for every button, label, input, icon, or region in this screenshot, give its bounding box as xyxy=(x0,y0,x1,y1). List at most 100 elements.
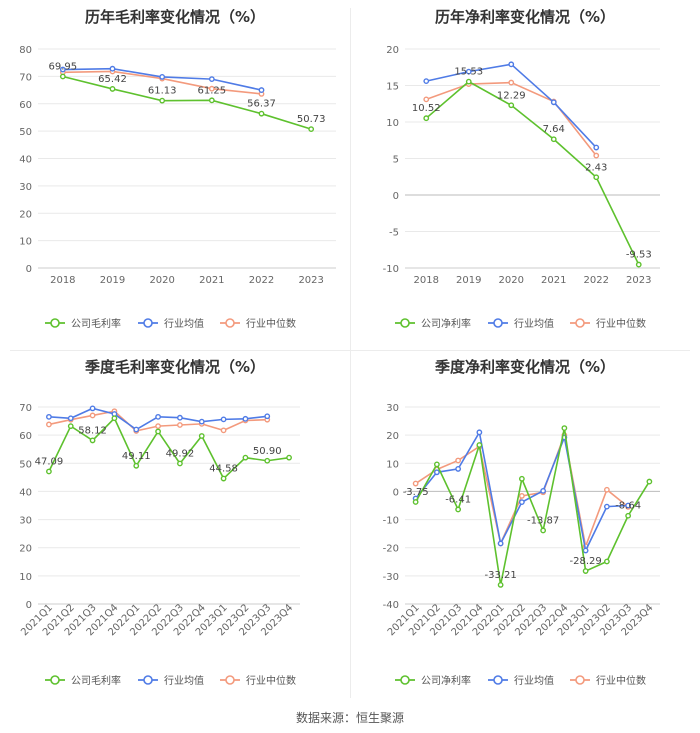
data-point-company xyxy=(109,86,116,92)
data-label: 58.12 xyxy=(78,425,107,436)
data-point-company xyxy=(198,433,205,439)
y-tick-label: 15 xyxy=(386,82,399,93)
data-label: -28.29 xyxy=(570,556,602,567)
data-label: 49.11 xyxy=(122,451,151,462)
legend-label: 行业均值 xyxy=(164,317,204,330)
data-point-company xyxy=(159,97,166,104)
data-point-avg xyxy=(89,405,96,412)
y-tick-label: 10 xyxy=(19,572,32,583)
data-label: 10.52 xyxy=(412,103,441,114)
y-tick-label: 50 xyxy=(19,459,32,470)
data-point-median xyxy=(508,79,515,86)
y-tick-label: 20 xyxy=(386,431,399,442)
y-tick-label: 70 xyxy=(19,72,32,83)
data-point-company xyxy=(208,97,215,104)
panel-divider-vertical xyxy=(350,8,351,698)
data-label: 50.90 xyxy=(253,446,282,457)
y-tick-label: 0 xyxy=(26,264,32,275)
legend-label: 公司毛利率 xyxy=(71,674,121,687)
data-label: -6.41 xyxy=(445,494,471,505)
data-point-avg xyxy=(208,76,215,83)
y-tick-label: 30 xyxy=(19,516,32,527)
legend-label: 行业中位数 xyxy=(596,317,646,330)
data-label: -3.75 xyxy=(403,487,429,498)
data-point-median xyxy=(46,421,52,428)
data-point-median xyxy=(89,412,96,419)
data-point-avg xyxy=(423,78,430,85)
legend-swatch-marker xyxy=(575,318,585,328)
data-label: 15.53 xyxy=(454,67,483,78)
data-point-avg xyxy=(258,87,265,93)
chart-title: 历年毛利率变化情况（%） xyxy=(85,8,265,26)
y-tick-label: 10 xyxy=(19,237,32,248)
data-point-median xyxy=(455,457,462,464)
chart-title: 历年净利率变化情况（%） xyxy=(435,8,615,26)
data-point-median xyxy=(603,486,610,493)
y-tick-label: 40 xyxy=(19,155,32,166)
legend-swatch-marker xyxy=(50,318,60,328)
chart-title: 季度毛利率变化情况（%） xyxy=(85,358,265,376)
data-point-avg xyxy=(198,418,205,425)
data-point-avg xyxy=(155,413,161,420)
data-label: 2.43 xyxy=(585,162,607,173)
data-point-company xyxy=(133,462,140,469)
x-tick-label: 2022 xyxy=(584,275,609,286)
x-tick-label: 2019 xyxy=(456,275,481,286)
data-point-company xyxy=(308,126,315,133)
data-point-avg xyxy=(476,429,483,436)
legend-label: 行业均值 xyxy=(514,674,554,687)
data-point-avg xyxy=(220,416,227,423)
data-point-avg xyxy=(242,415,249,422)
legend-label: 行业中位数 xyxy=(246,674,296,687)
data-point-avg xyxy=(518,499,525,506)
data-point-median xyxy=(177,422,183,428)
data-label: 56.37 xyxy=(247,99,276,110)
y-tick-label: 40 xyxy=(19,487,32,498)
data-point-avg xyxy=(46,413,52,420)
series-line-company xyxy=(62,75,312,130)
y-tick-label: 10 xyxy=(386,118,399,129)
data-point-avg xyxy=(455,466,462,472)
data-point-company xyxy=(423,115,430,122)
y-tick-label: 5 xyxy=(393,155,399,166)
y-tick-label: -20 xyxy=(383,544,399,555)
series-line-company xyxy=(425,80,640,265)
x-tick-label: 2021 xyxy=(541,275,566,286)
y-tick-label: 20 xyxy=(19,544,32,555)
data-point-company xyxy=(155,428,161,435)
data-source-note: 数据来源：恒生聚源 xyxy=(295,711,404,725)
data-label: -9.53 xyxy=(626,250,652,261)
data-point-company xyxy=(67,423,74,430)
y-tick-label: 20 xyxy=(386,45,399,56)
y-tick-label: 10 xyxy=(386,459,399,470)
y-tick-label: 60 xyxy=(19,431,32,442)
legend-swatch-marker xyxy=(225,318,235,328)
data-label: -13.87 xyxy=(527,515,559,526)
data-point-company xyxy=(550,136,557,143)
x-tick-label: 2020 xyxy=(499,275,524,286)
legend-swatch-marker xyxy=(493,318,503,328)
data-label: 61.13 xyxy=(148,86,177,97)
data-point-avg xyxy=(59,66,66,73)
data-point-company xyxy=(582,568,589,574)
data-point-company xyxy=(220,475,227,482)
data-point-company xyxy=(258,110,265,117)
data-label: 49.92 xyxy=(166,449,195,460)
data-point-avg xyxy=(540,487,547,494)
data-label: -8.64 xyxy=(615,501,641,512)
data-point-company xyxy=(561,425,568,432)
data-point-median xyxy=(155,423,161,430)
legend-swatch-marker xyxy=(400,675,410,685)
y-tick-label: -30 xyxy=(383,572,399,583)
data-label: 61.25 xyxy=(198,85,227,96)
data-point-company xyxy=(433,461,440,468)
data-point-avg xyxy=(582,547,589,554)
data-point-company xyxy=(465,78,472,85)
data-label: 12.29 xyxy=(497,90,526,101)
y-tick-label: -5 xyxy=(389,228,399,239)
legend-swatch-marker xyxy=(50,675,60,685)
x-tick-label: 2021 xyxy=(199,275,224,286)
chart-title: 季度净利率变化情况（%） xyxy=(435,358,615,376)
y-tick-label: 70 xyxy=(19,403,32,414)
